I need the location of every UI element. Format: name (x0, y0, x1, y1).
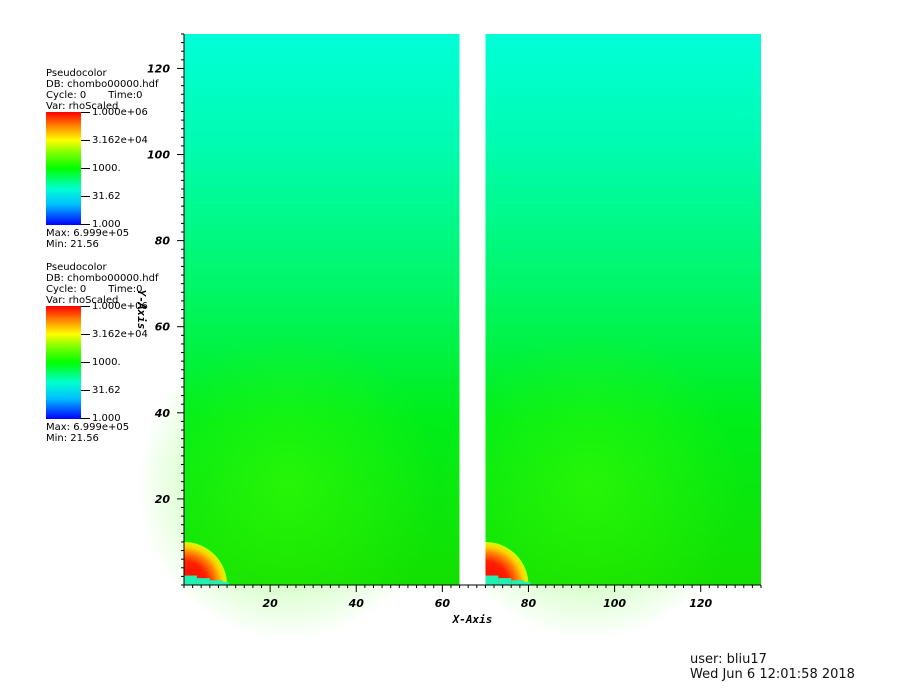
legend-plot-type: Pseudocolor (46, 262, 107, 273)
footer-user: user: bliu17 (690, 652, 767, 667)
core-boundary-cells (524, 581, 531, 585)
legend-min: Min: 21.56 (46, 433, 99, 444)
colorbar-tick-label: 1.000e+06 (81, 107, 148, 118)
legend-max: Max: 6.999e+05 (46, 422, 130, 433)
colorbar-tick-label: 3.162e+04 (81, 329, 148, 340)
x-tick-label: 40 (348, 597, 365, 610)
heatmap-domain (137, 34, 460, 641)
core-boundary-cells (511, 580, 525, 585)
core-boundary-cells (209, 580, 223, 585)
legend-db: DB: chombo00000.hdf (46, 79, 159, 90)
y-tick-label: 60 (155, 321, 171, 334)
y-tick-label: 120 (147, 62, 170, 75)
colorbar-legend-2: Pseudocolor DB: chombo00000.hdf Cycle: 0… (46, 262, 196, 444)
legend-max: Max: 6.999e+05 (46, 228, 130, 239)
colorbar-tick-label: 1000. (81, 357, 121, 368)
y-tick-label: 40 (154, 407, 171, 420)
colorbar: 1.000e+06 3.162e+04 1000. 31.62 1.000 (46, 107, 148, 230)
colorbar-tick-label: 31.62 (81, 191, 121, 202)
legend-cycle: Cycle: 0 (46, 90, 87, 101)
legend-plot-type: Pseudocolor (46, 68, 107, 79)
core-boundary-cells (485, 575, 499, 585)
core-boundary-cells (222, 581, 230, 585)
legend-time: Time:0 (108, 284, 143, 295)
y-tick-label: 20 (155, 493, 171, 506)
legend-time: Time:0 (108, 90, 143, 101)
x-axis-title: X-Axis (452, 613, 493, 626)
colorbar-tick-label: 1000. (81, 163, 121, 174)
core-boundary-cells (184, 575, 197, 585)
colorbar-tick-label: 31.62 (81, 385, 121, 396)
x-tick-label: 80 (521, 597, 537, 610)
dense-core (184, 541, 228, 585)
x-tick-label: 120 (689, 597, 712, 610)
footer-info: user: bliu17 Wed Jun 6 12:01:58 2018 (690, 652, 855, 682)
legend-db: DB: chombo00000.hdf (46, 273, 159, 284)
colorbar-tick-label: 1.000e+06 (81, 301, 148, 312)
y-tick-label: 80 (155, 235, 171, 248)
heatmap-domains (137, 34, 761, 641)
colorbar-tick-label: 3.162e+04 (81, 135, 148, 146)
x-tick-label: 60 (435, 597, 451, 610)
heatmap-domain (438, 34, 761, 641)
domain-gap (459, 34, 486, 585)
legend-min: Min: 21.56 (46, 239, 99, 250)
x-tick-label: 20 (262, 597, 278, 610)
colorbar-tick-label: 1.000 (81, 219, 121, 230)
dense-core (485, 541, 529, 585)
footer-date: Wed Jun 6 12:01:58 2018 (690, 667, 855, 682)
core-boundary-cells (196, 578, 210, 585)
x-tick-label: 100 (603, 597, 626, 610)
legend-cycle: Cycle: 0 (46, 284, 87, 295)
colorbar-tick-label: 1.000 (81, 413, 121, 424)
y-tick-label: 100 (147, 149, 170, 162)
colorbar: 1.000e+06 3.162e+04 1000. 31.62 1.000 (46, 301, 148, 424)
core-boundary-cells (498, 578, 512, 585)
colorbar-legend-1: Pseudocolor DB: chombo00000.hdf Cycle: 0… (46, 68, 196, 250)
